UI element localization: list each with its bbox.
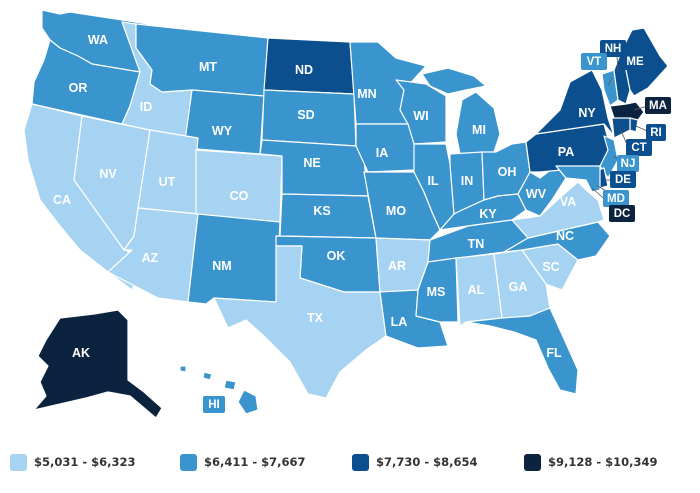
state-VT[interactable] [601,69,619,107]
label-IA: IA [376,146,389,160]
state-NY[interactable] [535,69,615,137]
label-ND: ND [295,63,313,77]
boxlabel-MA: MA [645,97,671,114]
state-CO[interactable] [195,149,283,223]
label-VA: VA [560,195,576,209]
boxlabel-DC: DC [609,205,635,222]
label-MS: MS [427,285,446,299]
label-FL: FL [546,346,562,360]
state-FL[interactable] [465,307,579,395]
svg-text:RI: RI [650,127,662,139]
state-HI-big[interactable] [237,389,259,415]
label-AR: AR [388,259,406,273]
state-HI-oahu[interactable] [202,371,213,381]
boxlabel-ME: ME [622,53,648,70]
state-HI-maui[interactable] [223,379,237,391]
svg-text:HI: HI [208,399,220,411]
state-MD[interactable] [555,165,601,193]
label-MO: MO [386,204,406,218]
boxlabel-RI: RI [646,124,666,141]
us-choropleth-map: WA OR CA NV ID MT WY UT CO AZ NM ND SD N… [23,9,671,419]
svg-text:MD: MD [607,193,625,205]
label-GA: GA [509,280,528,294]
state-labels: WA OR CA NV ID MT WY UT CO AZ NM ND SD N… [53,33,596,360]
svg-text:ME: ME [626,56,644,68]
label-WV: WV [526,187,547,201]
state-HI-kauai[interactable] [179,365,187,373]
label-OH: OH [498,165,517,179]
legend-label: $6,411 - $7,667 [204,455,306,469]
state-MI[interactable] [455,91,501,155]
label-ID: ID [140,100,153,114]
label-CO: CO [230,189,249,203]
label-NC: NC [556,229,574,243]
label-TX: TX [307,311,324,325]
label-NY: NY [578,106,596,120]
legend-item-4: $9,128 - $10,349 [524,447,658,477]
legend-item-1: $5,031 - $6,323 [10,447,136,477]
legend-swatch [524,453,541,471]
state-NM[interactable] [187,213,281,305]
label-LA: LA [391,315,408,329]
label-AZ: AZ [142,251,159,265]
svg-text:NH: NH [605,43,622,55]
label-OR: OR [69,81,88,95]
label-WY: WY [212,124,233,138]
svg-text:VT: VT [587,56,602,68]
svg-text:CT: CT [631,142,646,154]
label-MT: MT [199,60,217,74]
legend-item-2: $6,411 - $7,667 [180,447,306,477]
state-CT[interactable] [611,117,631,139]
label-WI: WI [413,109,428,123]
label-AL: AL [468,283,485,297]
label-CA: CA [53,193,71,207]
boxlabel-MD: MD [603,190,629,207]
boxlabel-VT: VT [581,53,607,70]
label-NE: NE [303,156,320,170]
state-NJ[interactable] [599,135,619,179]
svg-text:MA: MA [649,100,667,112]
state-TX[interactable] [213,245,387,399]
state-AK[interactable] [33,309,163,419]
label-NV: NV [99,167,117,181]
state-RI[interactable] [629,117,639,133]
label-AK: AK [72,346,90,360]
boxed-state-labels: NH VT ME MA RI CT NJ DE MD DC HI [203,40,671,413]
label-PA: PA [558,145,574,159]
boxlabel-NJ: NJ [617,155,639,172]
svg-text:DE: DE [615,174,631,186]
state-MA[interactable] [609,101,645,121]
svg-text:NJ: NJ [621,158,636,170]
boxlabel-CT: CT [626,139,652,156]
legend-label: $9,128 - $10,349 [548,455,658,469]
label-NM: NM [212,259,231,273]
legend-label: $5,031 - $6,323 [34,455,136,469]
label-OK: OK [327,249,346,263]
legend-swatch [10,453,27,471]
state-VA[interactable] [511,181,605,239]
label-MI: MI [472,123,486,137]
legend: $5,031 - $6,323 $6,411 - $7,667 $7,730 -… [0,447,700,477]
label-SD: SD [297,108,314,122]
legend-label: $7,730 - $8,654 [376,455,478,469]
legend-swatch [352,453,369,471]
label-KS: KS [313,204,330,218]
label-IN: IN [461,174,474,188]
label-TN: TN [468,237,485,251]
legend-swatch [180,453,197,471]
boxlabel-DE: DE [610,171,636,188]
label-IL: IL [427,174,438,188]
svg-text:DC: DC [614,208,631,220]
label-MN: MN [357,87,376,101]
label-WA: WA [88,33,108,47]
boxlabel-NH: NH [600,40,626,57]
label-UT: UT [159,175,176,189]
label-KY: KY [479,207,497,221]
legend-item-3: $7,730 - $8,654 [352,447,478,477]
boxlabel-HI: HI [203,396,225,413]
state-MI-UP[interactable] [421,67,487,95]
label-SC: SC [542,260,559,274]
